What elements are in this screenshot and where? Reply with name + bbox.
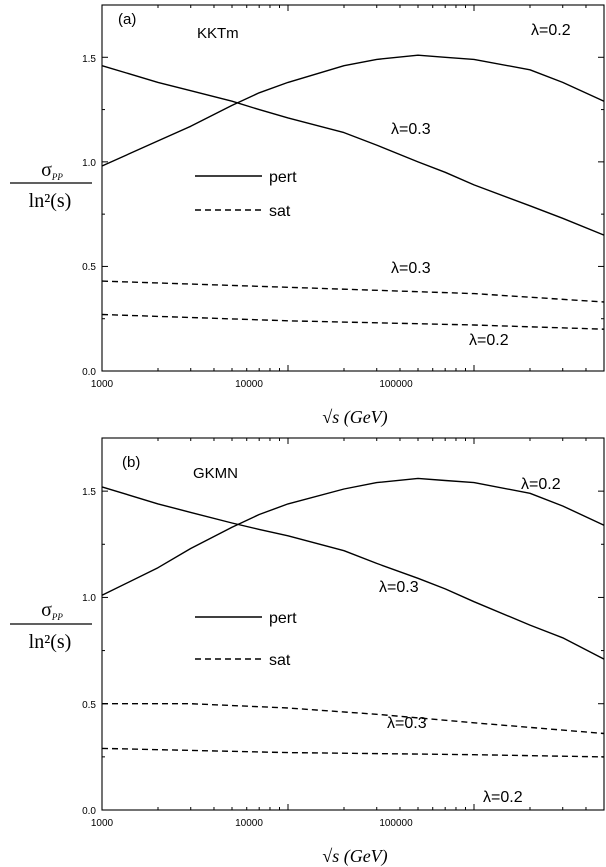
legend-label-sat: sat <box>269 203 291 220</box>
curve-label: λ=0.2 <box>531 22 571 39</box>
curve-label: λ=0.3 <box>391 121 431 138</box>
data-curves <box>101 477 605 758</box>
y-axis-label-denominator: ln²(s) <box>29 190 72 212</box>
panel-title: GKMN <box>193 465 238 482</box>
x-tick-label: 1000 <box>91 379 114 390</box>
axis-ticks <box>101 437 605 811</box>
panel-label: (a) <box>118 11 136 28</box>
x-tick-label: 100000 <box>379 818 413 829</box>
y-axis-label-numerator: σPP <box>41 159 63 182</box>
y-tick-label: 0.5 <box>82 700 96 711</box>
x-tick-label: 10000 <box>235 818 263 829</box>
chart-panel-a: (a) KKTm 0.0 0.5 1.0 1.5 1000 10000 1000… <box>10 4 605 428</box>
legend-label-pert: pert <box>269 169 297 186</box>
y-tick-label: 1.0 <box>82 158 96 169</box>
curve-label: λ=0.3 <box>387 715 427 732</box>
y-tick-label: 1.5 <box>82 54 96 65</box>
series-line-pert-1 <box>101 486 605 660</box>
series-line-pert-1 <box>101 65 605 236</box>
y-tick-label: 0.0 <box>82 806 96 817</box>
series-line-sat-3 <box>101 313 605 330</box>
legend: pert sat <box>195 610 297 669</box>
x-tick-label: 10000 <box>235 379 263 390</box>
y-tick-label: 1.5 <box>82 487 96 498</box>
curve-label: λ=0.3 <box>391 260 431 277</box>
x-tick-label: 1000 <box>91 818 114 829</box>
data-curves <box>101 54 605 330</box>
series-line-sat-2 <box>101 280 605 303</box>
y-tick-label: 0.0 <box>82 367 96 378</box>
y-axis-label-numerator: σPP <box>41 599 63 622</box>
series-line-sat-2 <box>102 703 605 735</box>
curve-label: λ=0.2 <box>469 332 509 349</box>
y-axis-label: σPP ln²(s) <box>10 599 92 653</box>
series-line-pert-0 <box>101 477 605 596</box>
y-tick-label: 0.5 <box>82 262 96 273</box>
y-axis-label: σPP ln²(s) <box>10 159 92 212</box>
legend-label-sat: sat <box>269 652 291 669</box>
axis-ticks <box>101 4 605 372</box>
plot-frame <box>101 4 605 372</box>
x-axis-label: √s (GeV) <box>322 846 387 867</box>
legend: pert sat <box>195 169 297 220</box>
x-axis-label: √s (GeV) <box>322 407 387 428</box>
legend-label-pert: pert <box>269 610 297 627</box>
series-line-sat-3 <box>101 747 605 758</box>
x-tick-label: 100000 <box>379 379 413 390</box>
curve-label: λ=0.2 <box>483 789 523 806</box>
chart-panel-b: (b) GKMN 0.0 0.5 1.0 1.5 1000 10000 1000… <box>10 437 605 867</box>
panel-title: KKTm <box>197 25 239 42</box>
series-line-pert-0 <box>101 54 605 167</box>
y-tick-label: 1.0 <box>82 593 96 604</box>
curve-label: λ=0.2 <box>521 476 561 493</box>
panel-label: (b) <box>122 454 140 471</box>
y-axis-label-denominator: ln²(s) <box>29 631 72 653</box>
curve-label: λ=0.3 <box>379 579 419 596</box>
plot-frame <box>101 437 605 811</box>
